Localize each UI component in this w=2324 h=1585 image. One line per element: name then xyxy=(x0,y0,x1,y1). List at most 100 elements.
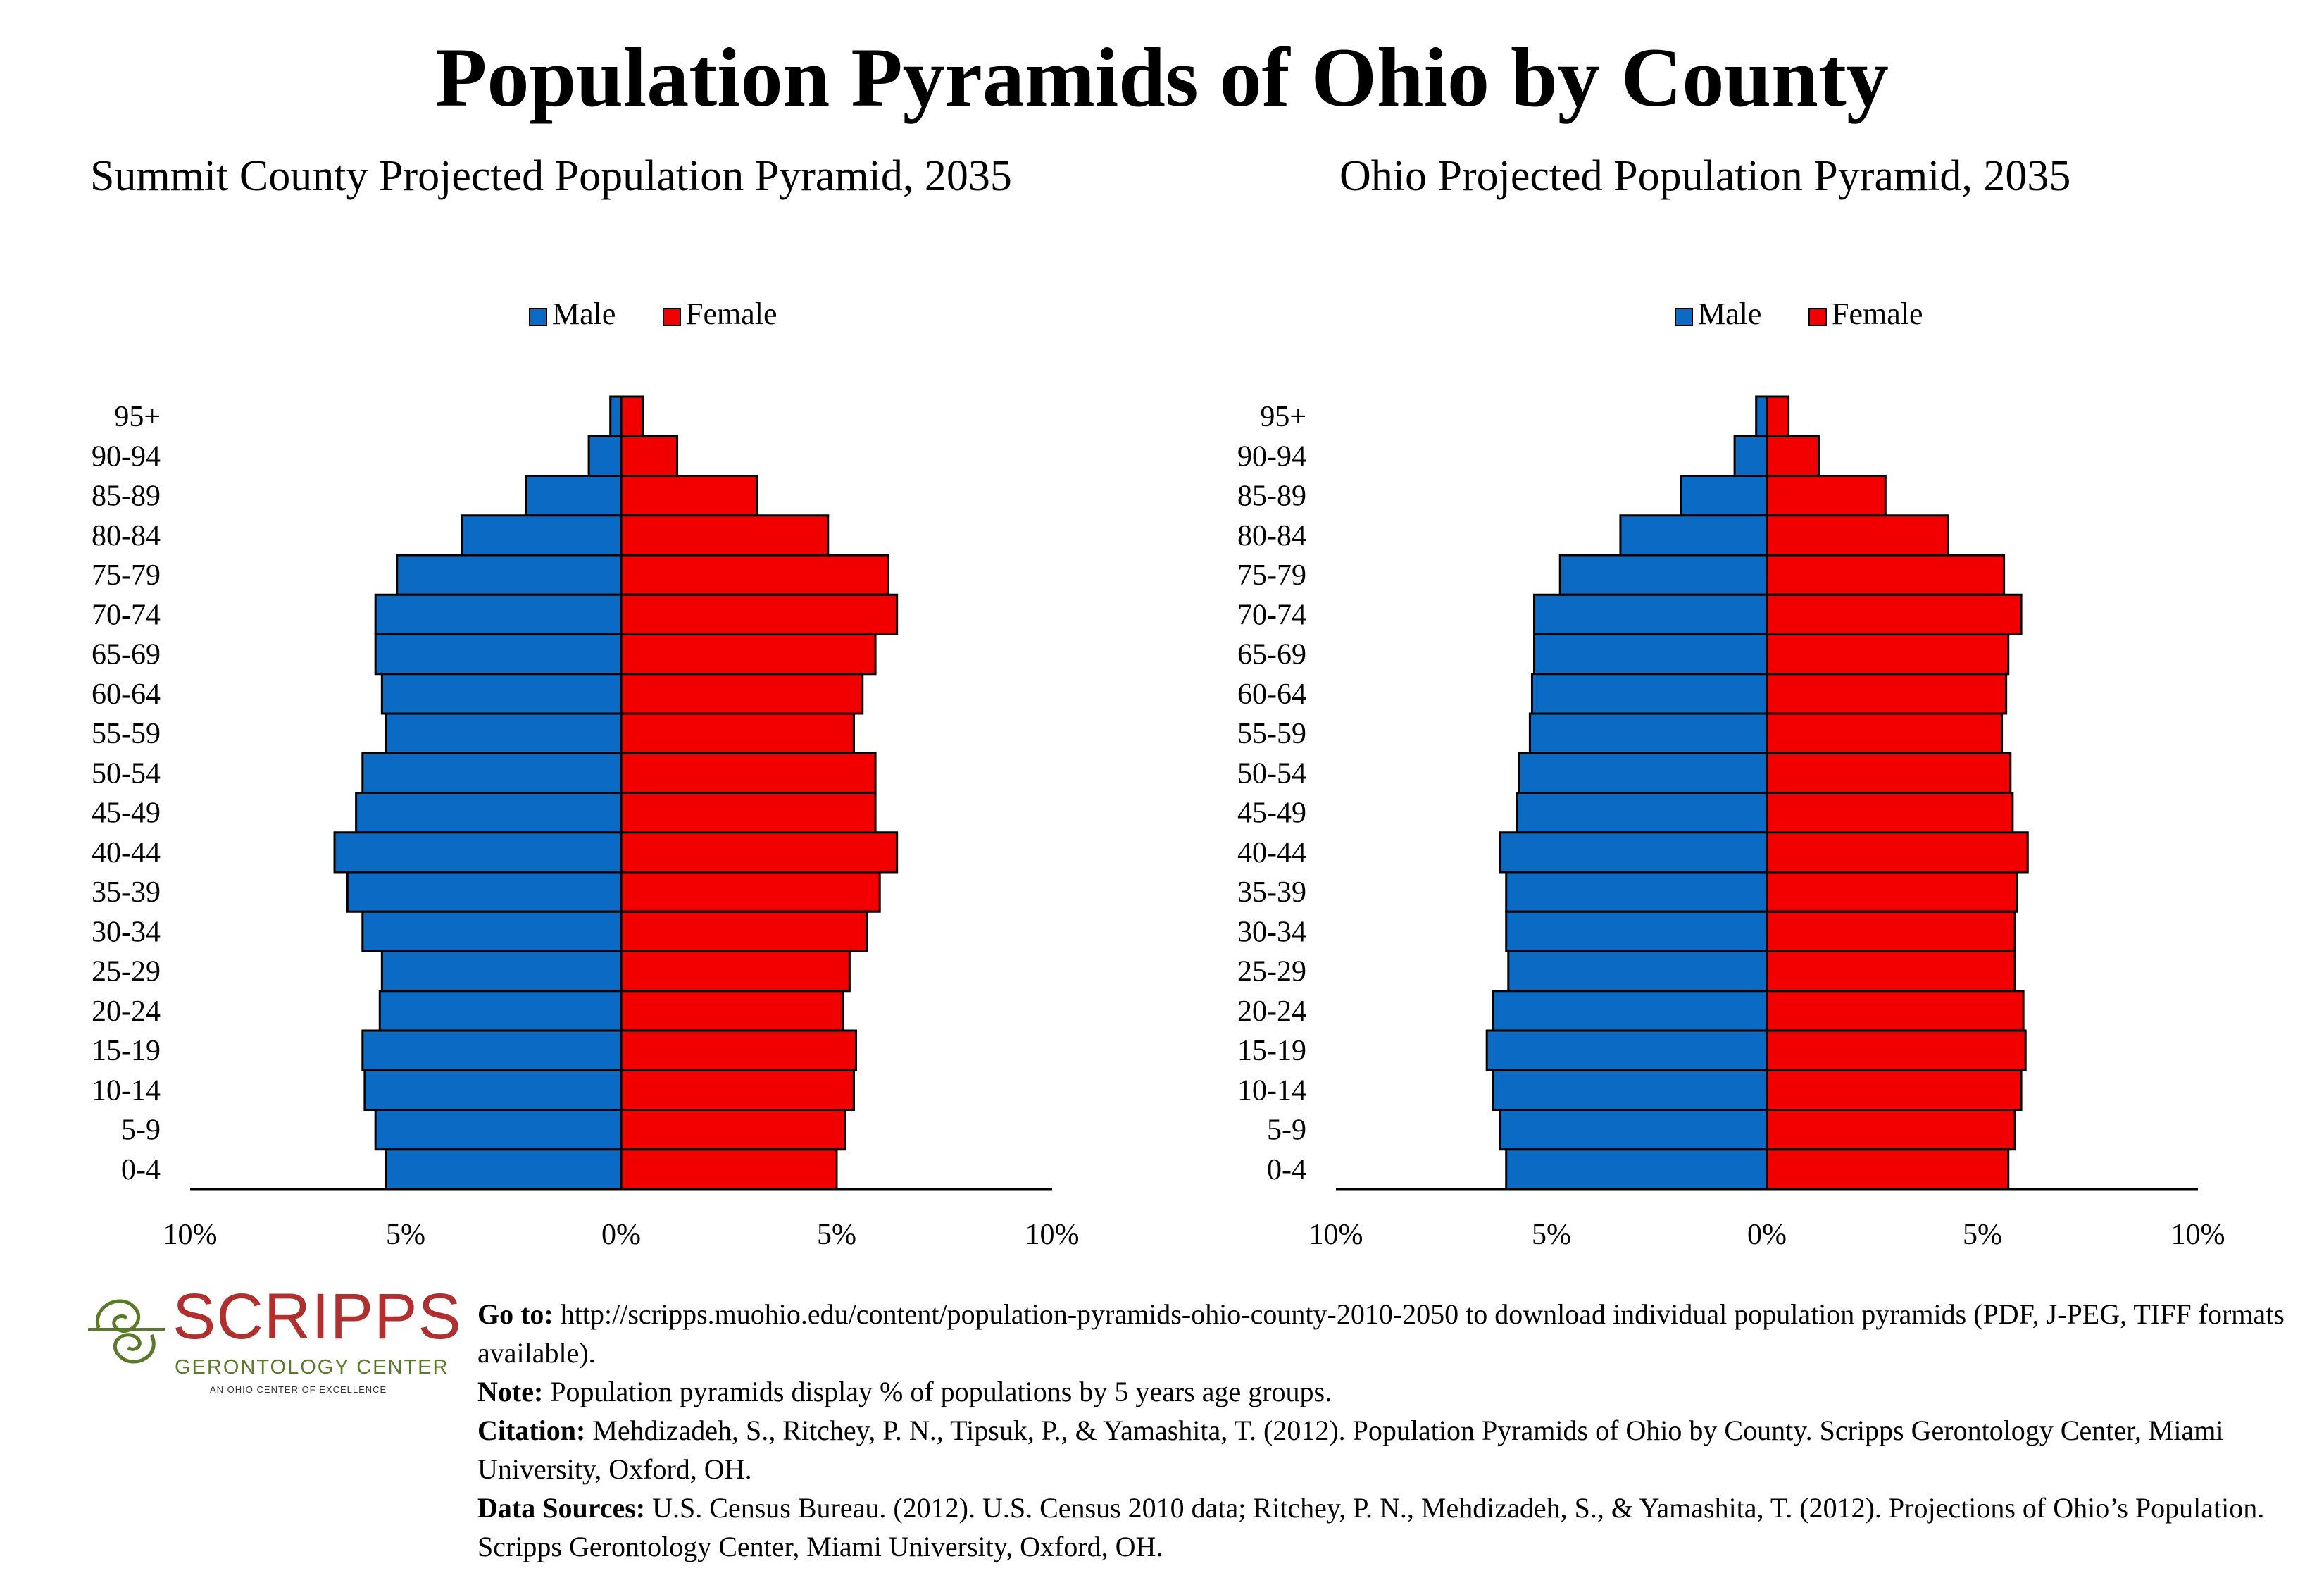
page-title: Population Pyramids of Ohio by County xyxy=(435,30,1889,124)
ohio-female-bar-40-44 xyxy=(1766,831,2029,874)
summit-male-bar-55-59 xyxy=(385,712,623,754)
ohio-male-bar-70-74 xyxy=(1533,593,1768,635)
note-text: Population pyramids display % of populat… xyxy=(543,1376,1332,1407)
ohio-legend-female-swatch xyxy=(1808,308,1827,326)
summit-female-bar-20-24 xyxy=(620,990,844,1032)
ohio-female-bar-65-69 xyxy=(1766,633,2010,676)
summit-x-tick-label: 5% xyxy=(386,1219,425,1251)
ohio-male-bar-30-34 xyxy=(1505,910,1768,952)
scripps-logo: SCRIPPS GERONTOLOGY CENTER AN OHIO CENTE… xyxy=(85,1281,465,1405)
logo-wordmark: SCRIPPS xyxy=(173,1281,462,1353)
goto-line: Go to: http://scripps.muohio.edu/content… xyxy=(477,1295,2309,1372)
summit-female-bar-15-19 xyxy=(620,1029,858,1071)
summit-male-bar-25-29 xyxy=(380,950,623,993)
ohio-female-bar-15-19 xyxy=(1766,1029,2027,1071)
pyramid-charts: 95+ 90-94 85-89 80-84 75-79 70-74 65-69 60-64 55… xyxy=(92,297,2225,1251)
summit-male-bar-35-39 xyxy=(346,871,623,913)
footer-notes: Go to: http://scripps.muohio.edu/content… xyxy=(477,1295,2309,1566)
summit-male-bar-15-19 xyxy=(361,1029,623,1071)
ohio-male-bar-60-64 xyxy=(1530,673,1768,715)
summit-female-bar-55-59 xyxy=(620,712,855,754)
summit-age-label: 90-94 xyxy=(92,440,161,473)
ohio-legend-male-label: Male xyxy=(1698,297,1761,331)
goto-text: http://scripps.muohio.edu/content/popula… xyxy=(477,1298,2285,1369)
ohio-male-bar-35-39 xyxy=(1505,871,1768,913)
chart-title-summit: Summit County Projected Population Pyram… xyxy=(90,152,1012,200)
scripps-swirl-icon xyxy=(88,1299,165,1364)
summit-female-bar-40-44 xyxy=(620,831,899,874)
ohio-female-bar-60-64 xyxy=(1766,673,2008,715)
summit-age-label: 60-64 xyxy=(92,678,161,711)
summit-legend-female-label: Female xyxy=(686,297,777,331)
summit-male-bar-20-24 xyxy=(378,990,623,1032)
summit-male-bar-65-69 xyxy=(374,633,623,676)
ohio-x-tick-label: 5% xyxy=(1532,1219,1571,1251)
summit-age-label: 70-74 xyxy=(92,599,161,631)
summit-female-bar-95+ xyxy=(620,395,644,437)
summit-female-bar-50-54 xyxy=(620,752,877,794)
ohio-age-label: 5-9 xyxy=(1267,1114,1306,1147)
logo-tagline: AN OHIO CENTER OF EXCELLENCE xyxy=(210,1384,387,1395)
ohio-female-bar-25-29 xyxy=(1766,950,2016,993)
summit-age-label: 55-59 xyxy=(92,718,161,750)
summit-age-label: 20-24 xyxy=(92,995,161,1028)
ohio-male-bar-90-94 xyxy=(1733,435,1768,477)
summit-age-label: 50-54 xyxy=(92,757,161,790)
summit-male-bar-50-54 xyxy=(361,752,623,794)
ohio-x-tick-label: 0% xyxy=(1747,1219,1787,1251)
ohio-male-bar-5-9 xyxy=(1499,1109,1768,1151)
summit-male-bar-80-84 xyxy=(461,514,623,557)
summit-female-bar-0-4 xyxy=(620,1148,838,1191)
ohio-female-bar-30-34 xyxy=(1766,910,2016,952)
summit-age-label: 15-19 xyxy=(92,1035,161,1067)
ohio-age-label: 90-94 xyxy=(1237,440,1306,473)
summit-male-bar-95+ xyxy=(609,395,623,437)
ohio-female-bar-80-84 xyxy=(1766,514,1949,557)
ohio-male-bar-25-29 xyxy=(1507,950,1768,993)
ohio-age-label: 0-4 xyxy=(1267,1154,1306,1186)
ohio-female-bar-0-4 xyxy=(1766,1148,2010,1191)
ohio-male-bar-50-54 xyxy=(1518,752,1768,794)
summit-male-bar-85-89 xyxy=(525,475,623,517)
summit-male-bar-5-9 xyxy=(374,1109,623,1151)
ohio-male-bar-0-4 xyxy=(1505,1148,1768,1191)
ohio-male-bar-85-89 xyxy=(1680,475,1768,517)
ohio-x-tick-label: 10% xyxy=(2171,1219,2225,1251)
ohio-age-label: 40-44 xyxy=(1237,837,1306,869)
sources-line: Data Sources: U.S. Census Bureau. (2012)… xyxy=(477,1488,2309,1566)
ohio-age-label: 80-84 xyxy=(1237,520,1306,552)
summit-age-label: 40-44 xyxy=(92,837,161,869)
ohio-female-bar-85-89 xyxy=(1766,475,1887,517)
summit-x-tick-label: 10% xyxy=(163,1219,218,1251)
citation-text: Mehdizadeh, S., Ritchey, P. N., Tipsuk, … xyxy=(477,1415,2224,1485)
citation-line: Citation: Mehdizadeh, S., Ritchey, P. N.… xyxy=(477,1411,2309,1488)
summit-age-label: 75-79 xyxy=(92,559,161,592)
summit-female-bar-60-64 xyxy=(620,673,864,715)
logo-subtitle: GERONTOLOGY CENTER xyxy=(175,1356,449,1379)
summit-female-bar-70-74 xyxy=(620,593,899,635)
summit-male-bar-10-14 xyxy=(363,1069,623,1111)
summit-x-tick-label: 10% xyxy=(1025,1219,1080,1251)
summit-female-bar-35-39 xyxy=(620,871,881,913)
summit-male-bar-30-34 xyxy=(361,910,623,952)
ohio-female-bar-45-49 xyxy=(1766,792,2014,834)
ohio-age-label: 20-24 xyxy=(1237,995,1306,1028)
summit-female-bar-80-84 xyxy=(620,514,830,557)
ohio-age-label: 85-89 xyxy=(1237,480,1306,513)
ohio-age-label: 50-54 xyxy=(1237,757,1306,790)
ohio-male-bar-95+ xyxy=(1755,395,1768,437)
ohio-female-bar-95+ xyxy=(1766,395,1790,437)
summit-age-label: 5-9 xyxy=(121,1114,161,1147)
sources-label: Data Sources: xyxy=(477,1492,646,1524)
ohio-male-bar-15-19 xyxy=(1485,1029,1768,1071)
summit-male-bar-45-49 xyxy=(355,792,623,834)
ohio-female-bar-20-24 xyxy=(1766,990,2025,1032)
ohio-female-bar-75-79 xyxy=(1766,554,2006,596)
ohio-male-bar-10-14 xyxy=(1492,1069,1768,1111)
goto-label: Go to: xyxy=(477,1298,554,1330)
chart-title-ohio: Ohio Projected Population Pyramid, 2035 xyxy=(1339,152,2071,200)
ohio-age-label: 75-79 xyxy=(1237,559,1306,592)
ohio-male-bar-40-44 xyxy=(1499,831,1768,874)
summit-female-bar-90-94 xyxy=(620,435,679,477)
summit-female-bar-65-69 xyxy=(620,633,877,676)
